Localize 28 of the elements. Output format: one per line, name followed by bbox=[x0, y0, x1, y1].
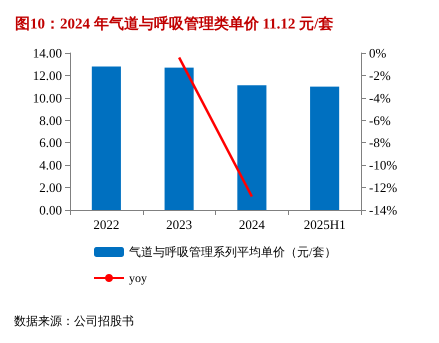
y-tick-label: 12.00 bbox=[32, 68, 62, 83]
chart-title: 图10：2024 年气道与呼吸管理类单价 11.12 元/套 bbox=[15, 16, 334, 32]
y-tick-label: 6.00 bbox=[39, 135, 62, 150]
x-tick-label: 2023 bbox=[166, 217, 192, 232]
bar bbox=[237, 85, 266, 210]
y-tick-label: 14.00 bbox=[32, 46, 62, 60]
x-tick-label: 2024 bbox=[238, 217, 266, 232]
y-tick-label: 8.00 bbox=[39, 112, 62, 128]
y-tick-label: 4.00 bbox=[39, 158, 62, 173]
y2-tick-label: -8% bbox=[369, 135, 391, 150]
y2-tick-label: -4% bbox=[369, 90, 391, 106]
y-tick-label: 10.00 bbox=[32, 90, 62, 106]
y2-tick-label: -12% bbox=[369, 180, 398, 196]
x-tick-label: 2022 bbox=[93, 217, 120, 232]
y2-tick-label: -14% bbox=[369, 202, 398, 218]
legend-label: yoy bbox=[129, 271, 147, 285]
y2-tick-label: -6% bbox=[369, 112, 391, 128]
y-tick-label: 0.00 bbox=[39, 202, 62, 218]
y2-tick-label: -10% bbox=[369, 158, 398, 173]
y2-tick-label: 0% bbox=[369, 46, 386, 60]
legend-label: 气道与呼吸管理系列平均单价（元/套） bbox=[129, 245, 336, 259]
bar bbox=[164, 68, 194, 210]
source-note: 数据来源：公司招股书 bbox=[14, 314, 134, 328]
bar bbox=[92, 66, 121, 210]
bar bbox=[310, 86, 340, 210]
x-tick-label: 2025H1 bbox=[304, 217, 346, 232]
y2-tick-label: -2% bbox=[369, 68, 391, 83]
y-tick-label: 2.00 bbox=[39, 180, 62, 196]
